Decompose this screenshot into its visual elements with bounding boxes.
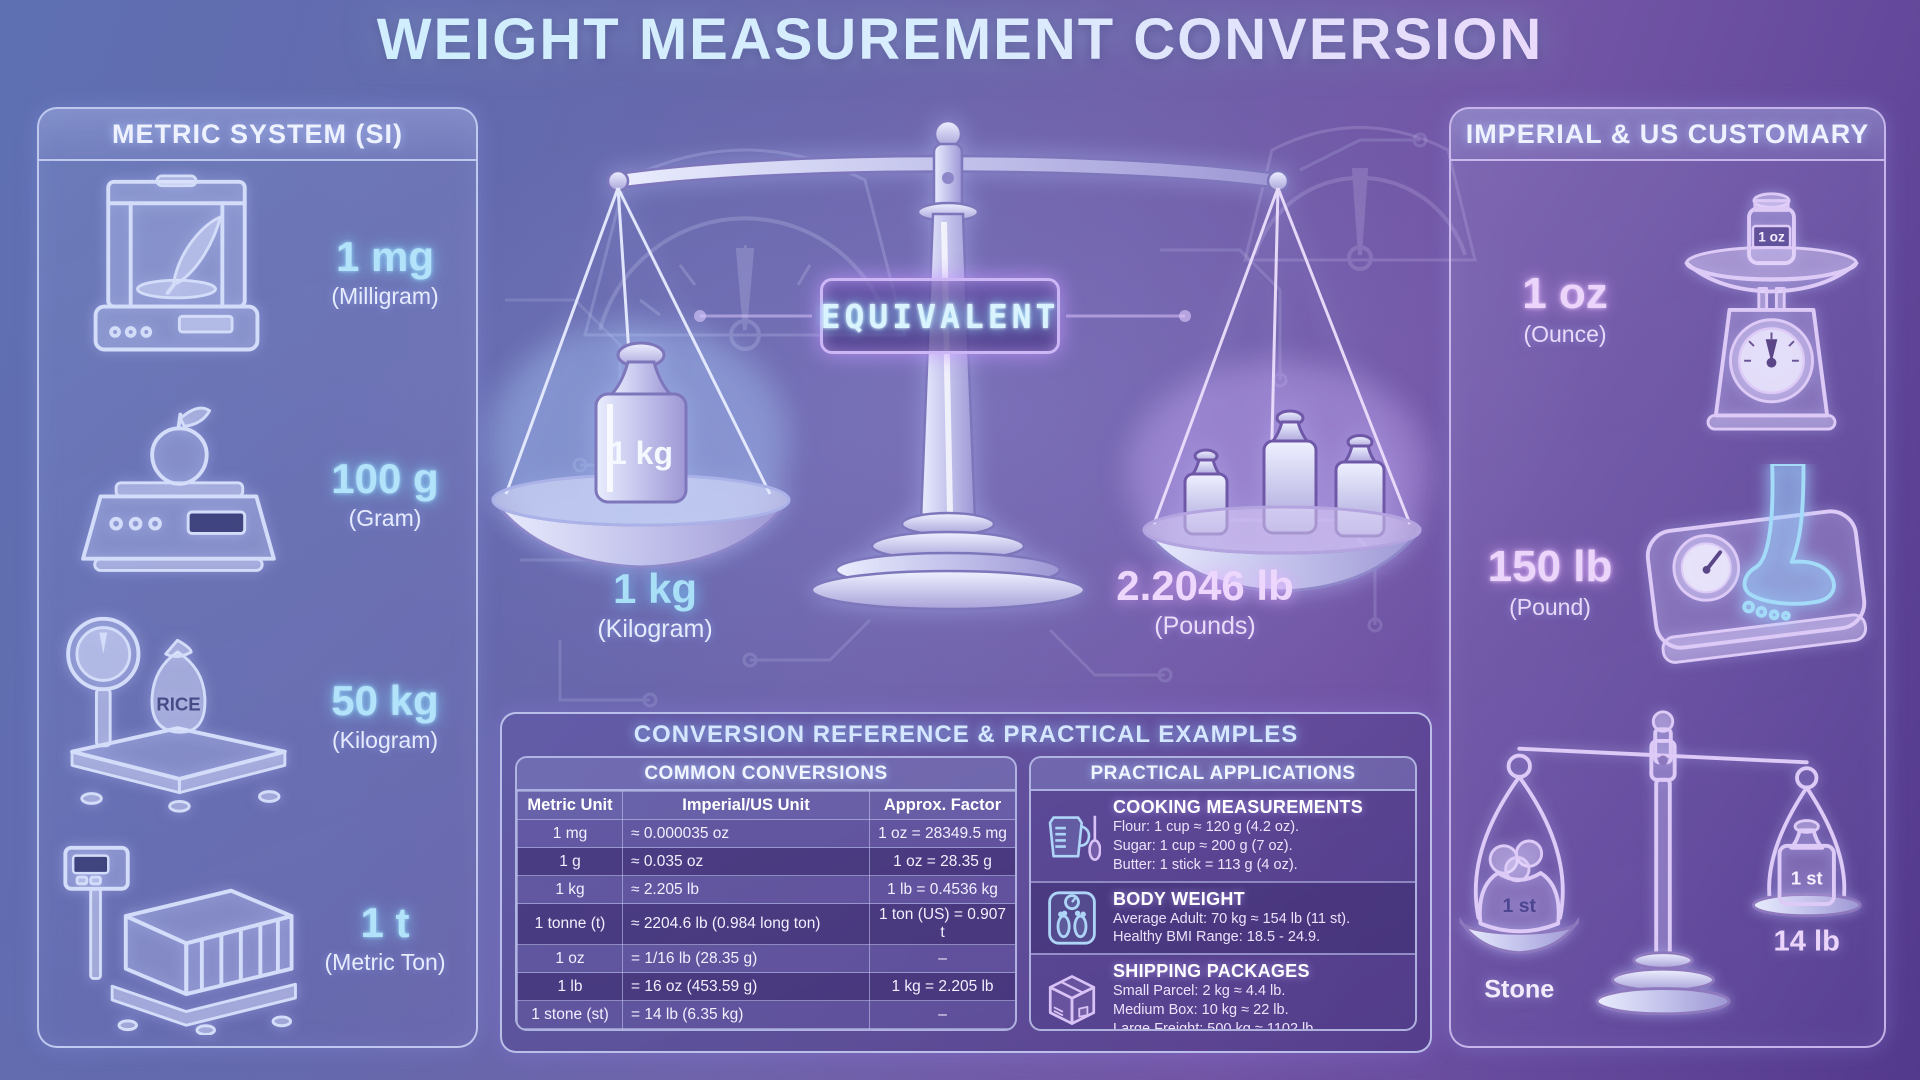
measuring-cup-icon <box>1041 806 1103 866</box>
metric-item-ton: 1 t (Metric Ton) <box>39 826 476 1048</box>
stone-weight-text: 1 st <box>1791 868 1823 889</box>
practical-applications-panel: PRACTICAL APPLICATIONS <box>1029 756 1417 1031</box>
metric-value-gram: 100 g <box>331 455 439 503</box>
metric-value-ton: 1 t <box>360 898 410 946</box>
balance-scale-illustration: 1 kg <box>478 112 1448 672</box>
table-row: 1 mg ≈ 0.000035 oz 1 oz = 28349.5 mg <box>517 819 1015 848</box>
metric-value-milligram: 1 mg <box>335 233 435 281</box>
table-row: 1 oz = 1/16 lb (28.35 g) – <box>517 944 1015 973</box>
table-row: 1 lb = 16 oz (453.59 g) 1 kg = 2.205 lb <box>517 972 1015 1001</box>
stone-sack-caption: Stone <box>1484 975 1554 1003</box>
shipping-line: Large Freight: 500 kg ≈ 1102 lb. <box>1113 1020 1318 1031</box>
ghost-gauge-right <box>1243 126 1477 271</box>
body-scale-icon <box>1041 889 1103 947</box>
metric-panel-header: METRIC SYSTEM (SI) <box>39 109 476 161</box>
jar-label-text: 1 oz <box>1758 229 1785 244</box>
app-item-shipping: SHIPPING PACKAGES Small Parcel: 2 kg ≈ 4… <box>1031 953 1415 1031</box>
imperial-item-pound: 150 lb (Pound) <box>1451 456 1884 706</box>
left-pan-label: (Kilogram) <box>597 615 713 643</box>
col-metric-unit: Metric Unit <box>517 791 623 820</box>
right-pan-value: 2.2046 lb <box>1116 562 1294 609</box>
imperial-label-ounce: (Ounce) <box>1523 321 1607 347</box>
cooking-heading: COOKING MEASUREMENTS <box>1113 797 1364 817</box>
right-pan-label: (Pounds) <box>1154 612 1256 640</box>
common-conversions-header: COMMON CONVERSIONS <box>517 758 1015 791</box>
table-row: 1 tonne (t) ≈ 2204.6 lb (0.984 long ton)… <box>517 903 1015 945</box>
conversions-table: Metric Unit Imperial/US Unit Approx. Fac… <box>517 791 1015 1029</box>
metric-label-gram: (Gram) <box>348 505 422 532</box>
table-row: 1 stone (st) = 14 lb (6.35 kg) – <box>517 1000 1015 1029</box>
analytical-balance-icon <box>49 174 304 369</box>
metric-label-kilogram: (Kilogram) <box>331 726 439 753</box>
table-row: 1 kg ≈ 2.205 lb 1 lb = 0.4536 kg <box>517 875 1015 904</box>
reference-title: CONVERSION REFERENCE & PRACTICAL EXAMPLE… <box>633 721 1299 748</box>
metric-label-milligram: (Milligram) <box>331 283 439 310</box>
shipping-heading: SHIPPING PACKAGES <box>1113 961 1310 982</box>
imperial-value-pound: 150 lb <box>1487 541 1613 591</box>
package-box-icon <box>1041 970 1103 1029</box>
kitchen-scale-icon: 1 oz <box>1669 173 1874 445</box>
body-weight-line: Average Adult: 70 kg ≈ 154 lb (11 st). <box>1113 910 1351 927</box>
col-imperial-unit: Imperial/US Unit <box>622 791 870 820</box>
center-weight-text: 1 kg <box>609 435 673 471</box>
imperial-item-ounce: 1 oz (Ounce) 1 oz <box>1451 161 1884 456</box>
cooking-line: Butter: 1 stick = 113 g (4 oz). <box>1113 856 1298 873</box>
col-approx-factor: Approx. Factor <box>869 791 1015 820</box>
stone-sack-text: 1 st <box>1503 895 1537 917</box>
app-item-cooking: COOKING MEASUREMENTS Flour: 1 cup ≈ 120 … <box>1031 791 1415 881</box>
rice-bag-text: RICE <box>156 693 200 714</box>
imperial-value-ounce: 1 oz <box>1522 269 1608 318</box>
metric-item-milligram: 1 mg (Milligram) <box>39 161 476 383</box>
imperial-panel: IMPERIAL & US CUSTOMARY 1 oz (Ounce) 1 o… <box>1449 107 1886 1048</box>
metric-item-kilogram: RICE 50 kg (Kilogram) <box>39 605 476 827</box>
metric-panel: METRIC SYSTEM (SI) <box>37 107 478 1048</box>
imperial-item-stone: 1 st Stone 1 st 14 lb <box>1451 706 1884 1048</box>
metric-value-kilogram: 50 kg <box>331 676 439 724</box>
metric-label-ton: (Metric Ton) <box>324 948 446 975</box>
bathroom-scale-foot-icon <box>1639 463 1874 699</box>
shipping-line: Small Parcel: 2 kg ≈ 4.4 lb. <box>1113 983 1286 1000</box>
freight-scale-container-icon <box>49 840 304 1035</box>
practical-applications-header: PRACTICAL APPLICATIONS <box>1031 758 1415 791</box>
body-weight-line: Healthy BMI Range: 18.5 - 24.9. <box>1113 929 1321 946</box>
right-pan-caption: 2.2046 lb (Pounds) <box>1045 562 1365 641</box>
app-item-body-weight: BODY WEIGHT Average Adult: 70 kg ≈ 154 l… <box>1031 880 1415 954</box>
table-row: 1 g ≈ 0.035 oz 1 oz = 28.35 g <box>517 847 1015 876</box>
stone-balance-icon: 1 st Stone 1 st 14 lb <box>1459 706 1867 1047</box>
left-pan-value: 1 kg <box>612 565 698 612</box>
stone-weight-caption: 14 lb <box>1774 926 1840 958</box>
equivalent-sign: EQUIVALENT <box>820 278 1060 354</box>
conversion-reference-panel: CONVERSION REFERENCE & PRACTICAL EXAMPLE… <box>500 712 1432 1053</box>
body-weight-heading: BODY WEIGHT <box>1113 888 1245 909</box>
table-header-row: Metric Unit Imperial/US Unit Approx. Fac… <box>517 791 1015 820</box>
shipping-line: Medium Box: 10 kg ≈ 22 lb. <box>1113 1002 1289 1019</box>
digital-scale-apple-icon <box>49 401 304 586</box>
platform-scale-rice-icon: RICE <box>49 613 304 818</box>
imperial-panel-header: IMPERIAL & US CUSTOMARY <box>1451 109 1884 161</box>
page-title: WEIGHT MEASUREMENT CONVERSION <box>0 6 1920 73</box>
cooking-line: Sugar: 1 cup ≈ 200 g (7 oz). <box>1113 837 1293 854</box>
left-pan-caption: 1 kg (Kilogram) <box>495 565 815 644</box>
equivalent-label: EQUIVALENT <box>820 296 1060 336</box>
cooking-line: Flour: 1 cup ≈ 120 g (4.2 oz). <box>1113 819 1300 835</box>
metric-item-gram: 100 g (Gram) <box>39 383 476 605</box>
imperial-label-pound: (Pound) <box>1509 593 1591 620</box>
common-conversions-panel: COMMON CONVERSIONS Metric Unit Imperial/… <box>515 756 1017 1031</box>
